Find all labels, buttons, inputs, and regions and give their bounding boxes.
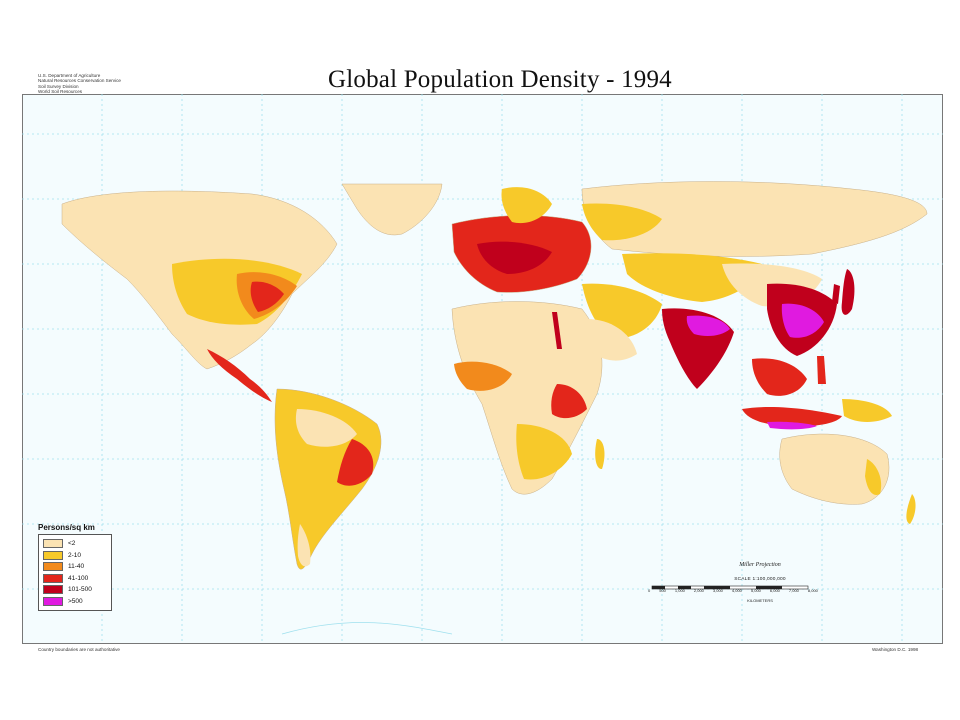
legend: Persons/sq km <2 2-10 11-40 41-100 101-5… <box>38 523 112 611</box>
agency-block: U.S. Department of Agriculture Natural R… <box>38 73 121 95</box>
legend-swatch <box>43 573 63 583</box>
japan <box>841 269 855 315</box>
agency-line: World Soil Resources <box>38 89 83 95</box>
arabia <box>586 319 637 361</box>
africa-west <box>454 361 512 391</box>
legend-box: <2 2-10 11-40 41-100 101-500 >500 <box>38 534 112 611</box>
legend-title: Persons/sq km <box>38 523 95 532</box>
legend-label: <2 <box>68 540 76 548</box>
scale-tick: 0 <box>648 588 651 593</box>
legend-item: >500 <box>43 596 105 608</box>
agency-line: U.S. Department of Agriculture <box>38 73 101 78</box>
korea <box>832 284 840 304</box>
scale-bar <box>651 585 809 590</box>
patagonia <box>297 524 311 567</box>
usa-cities <box>250 281 284 312</box>
russia <box>581 181 928 257</box>
scale-tick: 8,000 <box>807 588 818 593</box>
legend-swatch <box>43 596 63 606</box>
scale-tick: 2,000 <box>693 588 704 593</box>
java-dense <box>767 421 817 430</box>
world-map <box>22 94 943 644</box>
scale-ticks: 0 500 1,000 2,000 3,000 4,000 5,000 6,00… <box>648 588 818 593</box>
map-title: Global Population Density - 1994 <box>328 66 672 93</box>
legend-item: 2-10 <box>43 550 105 562</box>
brazil-coast <box>337 439 374 486</box>
central-america <box>207 349 272 402</box>
scale-tick: 3,000 <box>712 588 723 593</box>
scale-tick: 6,000 <box>769 588 780 593</box>
new-zealand <box>906 494 916 524</box>
scale-tick: 5,000 <box>750 588 761 593</box>
china-core <box>781 303 824 338</box>
legend-swatch <box>43 550 63 560</box>
scale-unit: KILOMETERS <box>747 598 773 603</box>
legend-label: 101-500 <box>68 586 92 594</box>
east-africa <box>551 384 587 419</box>
scale-label: SCALE 1:100,000,000 <box>734 577 786 582</box>
southern-africa <box>516 424 572 480</box>
legend-item: 11-40 <box>43 561 105 573</box>
amazon <box>295 409 357 447</box>
ganges-plain <box>686 315 730 337</box>
scandinavia <box>501 187 552 224</box>
legend-swatch <box>43 585 63 595</box>
legend-item: 101-500 <box>43 584 105 596</box>
madagascar <box>595 439 605 470</box>
southeast-asia <box>752 358 807 396</box>
russia-west <box>582 203 662 241</box>
legend-label: 41-100 <box>68 574 89 582</box>
scale-tick: 4,000 <box>731 588 742 593</box>
australia <box>779 433 890 505</box>
greenland <box>341 183 443 236</box>
footer-date: Washington D.C. 1998 <box>872 647 919 652</box>
legend-item: <2 <box>43 538 105 550</box>
new-guinea <box>842 399 892 422</box>
agency-line: Natural Resources Conservation Service <box>38 78 121 84</box>
legend-swatch <box>43 562 63 572</box>
footer-note: Country boundaries are not authoritative <box>38 647 120 652</box>
europe-core <box>477 241 552 274</box>
projection-label: Miller Projection <box>739 562 781 568</box>
legend-label: 11-40 <box>68 563 85 571</box>
antarctica-outline <box>281 622 453 635</box>
philippines <box>817 356 826 384</box>
legend-label: 2-10 <box>68 551 82 559</box>
legend-label: >500 <box>68 597 83 605</box>
indonesia <box>742 406 842 427</box>
legend-item: 41-100 <box>43 573 105 585</box>
nile <box>552 312 562 349</box>
australia-east <box>865 459 882 495</box>
scale-tick: 7,000 <box>788 588 799 593</box>
scale-tick: 1,000 <box>674 588 685 593</box>
agency-line: Soil Survey Division <box>38 83 79 89</box>
scale-tick: 500 <box>659 588 666 593</box>
legend-swatch <box>43 539 63 549</box>
